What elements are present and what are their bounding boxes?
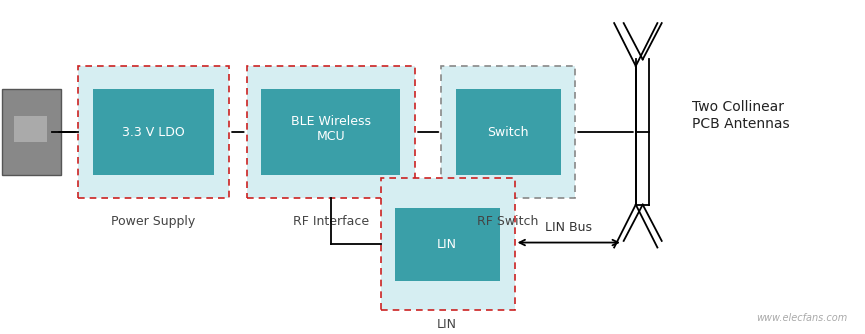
- FancyBboxPatch shape: [247, 66, 415, 198]
- Text: RF Switch: RF Switch: [477, 214, 538, 227]
- Text: LIN: LIN: [437, 238, 458, 251]
- FancyBboxPatch shape: [381, 178, 515, 310]
- Text: RF Interface: RF Interface: [293, 214, 369, 227]
- Text: Two Collinear
PCB Antennas: Two Collinear PCB Antennas: [692, 101, 790, 131]
- FancyBboxPatch shape: [441, 66, 575, 198]
- FancyBboxPatch shape: [395, 208, 500, 281]
- FancyBboxPatch shape: [78, 66, 229, 198]
- FancyBboxPatch shape: [93, 89, 214, 175]
- FancyBboxPatch shape: [456, 89, 561, 175]
- Text: 3.3 V LDO: 3.3 V LDO: [122, 126, 184, 139]
- Text: LIN: LIN: [437, 318, 458, 331]
- Text: BLE Wireless
MCU: BLE Wireless MCU: [292, 115, 371, 143]
- Text: www.elecfans.com: www.elecfans.com: [757, 313, 848, 323]
- Text: Power Supply: Power Supply: [111, 214, 195, 227]
- Text: Switch: Switch: [487, 126, 529, 139]
- Text: LIN Bus: LIN Bus: [545, 221, 592, 234]
- FancyBboxPatch shape: [261, 89, 400, 175]
- FancyBboxPatch shape: [14, 116, 47, 142]
- FancyBboxPatch shape: [2, 89, 61, 175]
